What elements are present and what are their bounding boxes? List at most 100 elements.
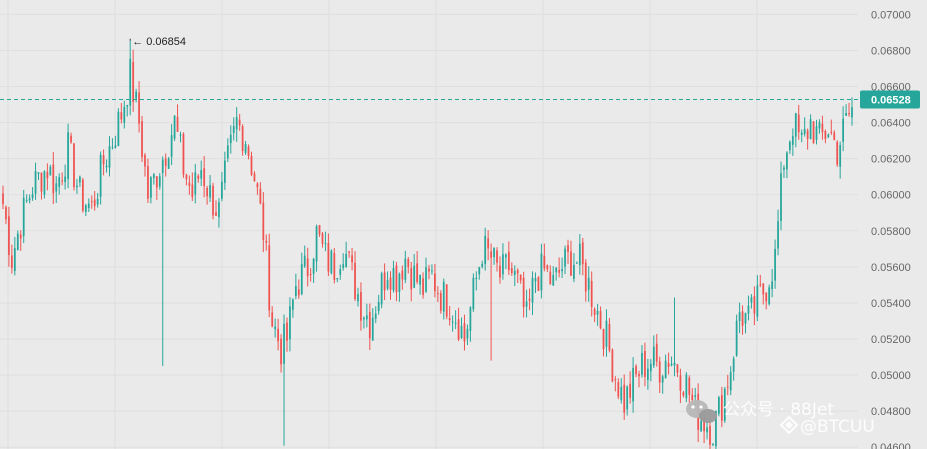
candle-body bbox=[682, 392, 685, 396]
candle-body bbox=[357, 294, 359, 302]
candle bbox=[800, 129, 803, 143]
watermark-line1: 公众号 · 88Jet bbox=[723, 400, 834, 420]
candle-body bbox=[593, 309, 596, 315]
candle bbox=[632, 357, 634, 413]
candle-body bbox=[620, 386, 623, 401]
candle bbox=[635, 364, 637, 378]
candle-body bbox=[365, 315, 368, 320]
candle-body bbox=[842, 118, 845, 142]
candle-body bbox=[226, 145, 229, 159]
candle-body bbox=[670, 363, 673, 366]
candle-body bbox=[416, 263, 419, 283]
candle bbox=[584, 259, 587, 302]
candle bbox=[425, 257, 427, 293]
candle-body bbox=[747, 305, 750, 314]
candle-body bbox=[587, 277, 590, 290]
candle bbox=[182, 132, 185, 178]
candle bbox=[824, 129, 827, 144]
candle bbox=[232, 117, 235, 141]
candle-body bbox=[673, 362, 676, 366]
candle bbox=[73, 142, 75, 191]
candle-body bbox=[578, 243, 581, 266]
candle-body bbox=[259, 188, 262, 204]
candle bbox=[49, 164, 52, 176]
candle-body bbox=[368, 312, 371, 339]
candle bbox=[806, 128, 809, 150]
candle-body bbox=[528, 298, 531, 301]
candle-body bbox=[223, 160, 226, 183]
candle-body bbox=[188, 182, 191, 186]
candle-body bbox=[386, 280, 389, 289]
candle bbox=[327, 233, 330, 277]
candle bbox=[84, 203, 87, 217]
candle bbox=[354, 251, 356, 302]
candle-body bbox=[794, 113, 797, 137]
candle bbox=[587, 266, 590, 302]
candle bbox=[256, 182, 259, 195]
candle-body bbox=[729, 372, 732, 391]
candle bbox=[720, 386, 723, 428]
candle bbox=[324, 231, 327, 252]
overlay-layer: ← 0.06854 bbox=[0, 36, 858, 101]
candle bbox=[31, 187, 34, 201]
candle bbox=[448, 306, 451, 326]
candle-body bbox=[419, 274, 421, 285]
candle-body bbox=[297, 289, 300, 296]
candle bbox=[79, 175, 81, 187]
candle bbox=[602, 328, 605, 357]
y-tick-label: 0.06200 bbox=[871, 154, 911, 166]
candle bbox=[830, 119, 833, 135]
candle bbox=[803, 117, 806, 137]
y-tick-label: 0.04600 bbox=[871, 442, 911, 449]
candle-body bbox=[404, 258, 407, 280]
candle-body bbox=[824, 130, 827, 139]
candle-body bbox=[8, 216, 10, 256]
candle bbox=[247, 144, 250, 160]
candle bbox=[436, 286, 439, 303]
candle bbox=[836, 140, 839, 167]
candle bbox=[351, 248, 353, 271]
candle-body bbox=[164, 158, 167, 166]
candle-body bbox=[478, 266, 481, 275]
candle-body bbox=[706, 427, 708, 433]
candle-body bbox=[321, 233, 324, 244]
last-price-badge-bg bbox=[860, 90, 920, 109]
candle-body bbox=[738, 312, 741, 322]
candle bbox=[147, 158, 149, 204]
candle-body bbox=[756, 285, 759, 317]
candle-body bbox=[76, 185, 78, 188]
candle-body bbox=[540, 253, 543, 291]
candle-body bbox=[818, 122, 821, 129]
candle bbox=[513, 265, 516, 287]
candle bbox=[646, 358, 649, 390]
candle bbox=[297, 279, 300, 299]
candle bbox=[292, 298, 294, 318]
candle-body bbox=[617, 381, 620, 397]
candle bbox=[848, 102, 850, 117]
candle bbox=[194, 163, 197, 204]
candle bbox=[164, 153, 167, 177]
candle bbox=[549, 265, 552, 285]
candle bbox=[37, 172, 40, 181]
candle-body bbox=[546, 265, 549, 270]
candle bbox=[244, 140, 247, 156]
candle-body bbox=[25, 200, 28, 202]
candle-body bbox=[531, 277, 534, 303]
candle-body bbox=[185, 174, 188, 180]
candle bbox=[392, 260, 395, 293]
candle bbox=[158, 173, 161, 190]
candle-body bbox=[129, 58, 132, 106]
candle bbox=[126, 104, 129, 117]
last-price-badge-text: 0.06528 bbox=[871, 95, 911, 107]
candle-body bbox=[741, 311, 744, 326]
candle-body bbox=[608, 323, 611, 351]
candle bbox=[788, 140, 791, 155]
candle-body bbox=[244, 144, 247, 153]
candle bbox=[682, 390, 685, 398]
candle-body bbox=[380, 273, 383, 305]
candle bbox=[522, 271, 525, 318]
candle-body bbox=[28, 198, 31, 201]
candle bbox=[336, 277, 339, 283]
candle-body bbox=[96, 198, 99, 205]
